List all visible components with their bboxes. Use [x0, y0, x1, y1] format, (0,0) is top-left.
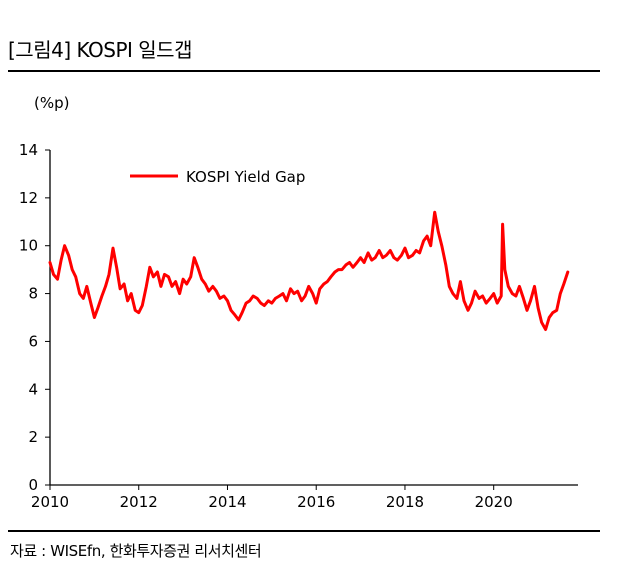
y-tick-label: 6 — [28, 332, 38, 350]
y-tick-label: 10 — [19, 237, 38, 255]
x-tick-label: 2020 — [475, 493, 513, 511]
legend-label: KOSPI Yield Gap — [186, 168, 305, 186]
y-tick-label: 8 — [28, 285, 38, 303]
y-tick-label: 2 — [28, 428, 38, 446]
x-tick-label: 2018 — [386, 493, 424, 511]
x-tick-label: 2012 — [120, 493, 158, 511]
source-note: 자료 : WISEfn, 한화투자증권 리서치센터 — [10, 542, 262, 560]
y-tick-label: 12 — [19, 189, 38, 207]
y-tick-label: 0 — [28, 476, 38, 494]
y-tick-label: 14 — [19, 141, 38, 159]
x-tick-label: 2016 — [297, 493, 335, 511]
y-axis-unit-label: (%p) — [34, 94, 70, 112]
top-rule — [8, 70, 600, 72]
x-tick-label: 2014 — [208, 493, 246, 511]
x-tick-label: 2010 — [31, 493, 69, 511]
bottom-rule — [8, 530, 600, 532]
chart-series — [48, 210, 570, 331]
figure-title: [그림4] KOSPI 일드갭 — [8, 38, 192, 62]
chart-legend: KOSPI Yield Gap — [130, 168, 305, 186]
chart-axes: 0 2 4 6 8 10 12 14 2010 2012 2014 2016 2018 2020 — [19, 141, 578, 511]
y-tick-label: 4 — [28, 380, 38, 398]
series-line — [48, 210, 570, 331]
